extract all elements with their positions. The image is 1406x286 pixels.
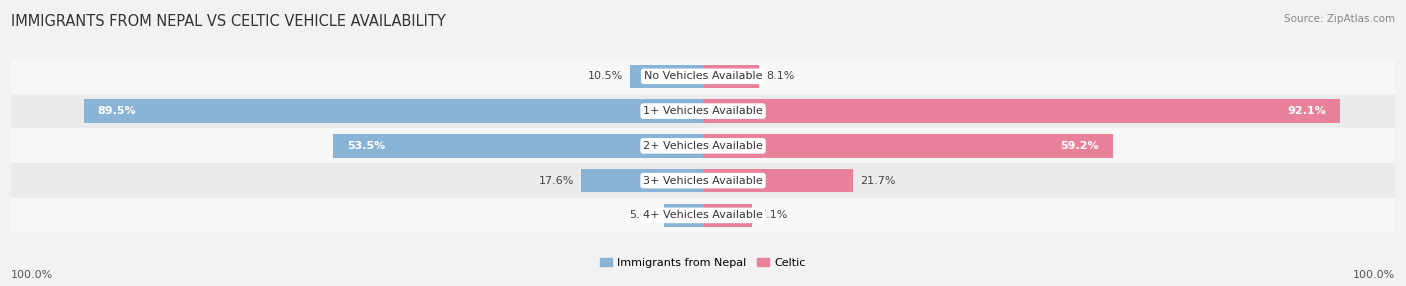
Bar: [11, 128, 1395, 163]
Bar: [630, 65, 703, 88]
Bar: [333, 134, 703, 158]
Bar: [703, 65, 759, 88]
Bar: [703, 169, 853, 192]
Bar: [703, 204, 752, 227]
Bar: [11, 59, 1395, 94]
Text: 8.1%: 8.1%: [766, 71, 794, 81]
Bar: [11, 163, 1395, 198]
Bar: [664, 204, 703, 227]
Bar: [11, 94, 1395, 128]
Text: 53.5%: 53.5%: [347, 141, 385, 151]
Text: 7.1%: 7.1%: [759, 210, 787, 221]
Text: 10.5%: 10.5%: [588, 71, 623, 81]
Text: 89.5%: 89.5%: [97, 106, 136, 116]
Text: 92.1%: 92.1%: [1288, 106, 1326, 116]
Bar: [703, 134, 1112, 158]
Legend: Immigrants from Nepal, Celtic: Immigrants from Nepal, Celtic: [600, 258, 806, 268]
Text: 17.6%: 17.6%: [538, 176, 574, 186]
Text: Source: ZipAtlas.com: Source: ZipAtlas.com: [1284, 14, 1395, 24]
Text: 3+ Vehicles Available: 3+ Vehicles Available: [643, 176, 763, 186]
Text: IMMIGRANTS FROM NEPAL VS CELTIC VEHICLE AVAILABILITY: IMMIGRANTS FROM NEPAL VS CELTIC VEHICLE …: [11, 14, 446, 29]
Text: 5.6%: 5.6%: [628, 210, 658, 221]
Text: No Vehicles Available: No Vehicles Available: [644, 71, 762, 81]
Bar: [581, 169, 703, 192]
Text: 100.0%: 100.0%: [11, 270, 53, 280]
Text: 2+ Vehicles Available: 2+ Vehicles Available: [643, 141, 763, 151]
Text: 59.2%: 59.2%: [1060, 141, 1098, 151]
Bar: [11, 198, 1395, 233]
Text: 1+ Vehicles Available: 1+ Vehicles Available: [643, 106, 763, 116]
Bar: [703, 99, 1340, 123]
Text: 4+ Vehicles Available: 4+ Vehicles Available: [643, 210, 763, 221]
Text: 21.7%: 21.7%: [860, 176, 896, 186]
Text: 100.0%: 100.0%: [1353, 270, 1395, 280]
Bar: [84, 99, 703, 123]
